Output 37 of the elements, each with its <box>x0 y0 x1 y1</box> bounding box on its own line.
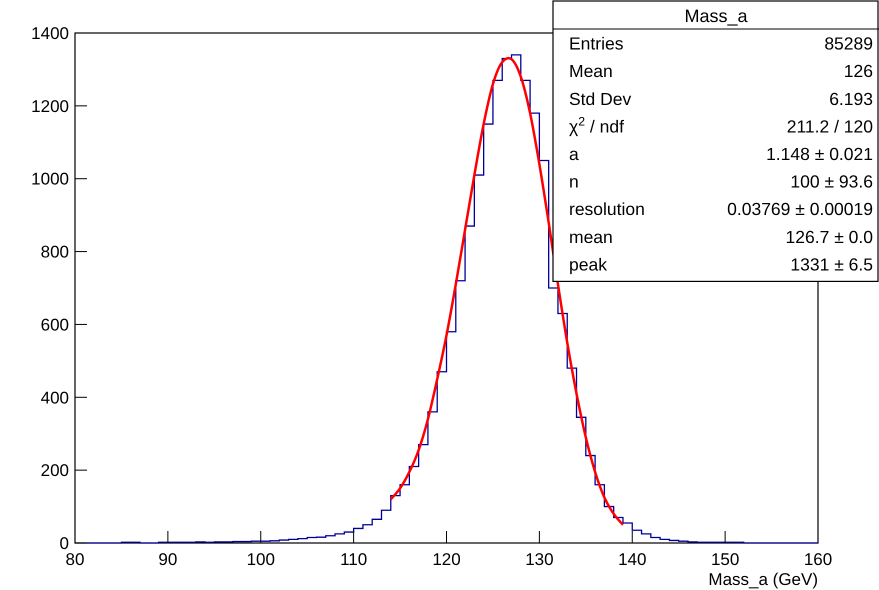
annotation: 1331 ± 6.5 <box>790 254 873 274</box>
y-tick-label: 400 <box>40 388 69 408</box>
annotation: 1.148 ± 0.021 <box>766 144 873 164</box>
y-tick-label: 600 <box>40 315 69 334</box>
annotation: 100 ± 93.6 <box>790 172 873 192</box>
annotation: 211.2 / 120 <box>786 116 874 136</box>
x-tick-label: 100 <box>246 550 275 569</box>
y-tick-label: 1400 <box>31 24 69 43</box>
annotation: n <box>569 172 579 192</box>
annotation: χ$^{2}$ / ndf <box>569 114 624 136</box>
text: Mass_a <box>684 6 748 26</box>
x-axis-title: Mass_a (GeV) <box>708 570 818 589</box>
annotation: a <box>569 144 579 164</box>
x-tick-label: 150 <box>710 550 740 569</box>
x-tick-label: 140 <box>618 550 646 569</box>
x-tick-label: 130 <box>525 550 554 569</box>
y-tick-label: 200 <box>40 461 69 480</box>
annotation: Std Dev <box>569 88 632 109</box>
y-tick-label: 0 <box>60 534 69 553</box>
annotation: 0.03769 ± 0.00019 <box>727 199 873 220</box>
annotation: mean <box>569 226 613 247</box>
annotation: peak <box>569 254 608 274</box>
x-tick-label: 110 <box>340 550 368 569</box>
y-tick-label: 1000 <box>31 170 69 189</box>
annotation: Entries <box>569 34 624 54</box>
x-tick-label: 80 <box>66 550 84 569</box>
text: 85289 <box>824 34 873 54</box>
x-tick-label: 160 <box>804 550 832 569</box>
text: 6.193 <box>829 88 873 109</box>
y-tick-label: 1200 <box>31 96 69 116</box>
x-tick-label: 90 <box>158 550 178 569</box>
text: 126 <box>844 61 873 82</box>
annotation: Mean <box>569 61 613 82</box>
y-tick-label: 800 <box>40 242 69 262</box>
x-tick-label: 120 <box>432 550 461 569</box>
annotation: 126.7 ± 0.0 <box>786 226 874 247</box>
annotation: resolution <box>569 199 645 220</box>
